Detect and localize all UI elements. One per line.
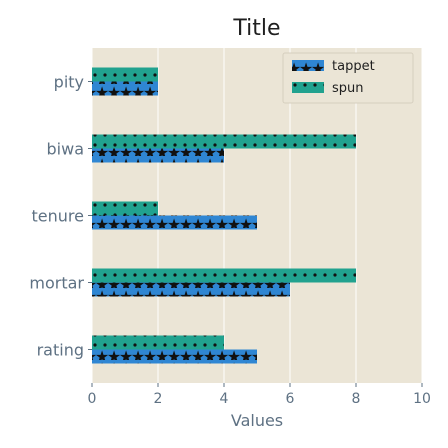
bar-spun-biwa xyxy=(92,134,356,149)
x-tick-label: 2 xyxy=(154,391,163,407)
y-tick-label-mortar: mortar xyxy=(29,274,84,293)
chart-title: Title xyxy=(232,16,280,41)
bar-spun-tenure xyxy=(92,201,158,216)
y-tick-label-rating: rating xyxy=(37,341,84,360)
y-tick-label-tenure: tenure xyxy=(32,207,84,226)
legend: tappet spun xyxy=(282,52,414,104)
x-tick-labels: 0 2 4 6 8 10 xyxy=(88,383,431,407)
legend-label-spun: spun xyxy=(332,81,364,96)
x-tick-label: 6 xyxy=(286,391,295,407)
legend-swatch-tappet xyxy=(292,60,324,71)
bar-spun-pity xyxy=(92,67,158,82)
y-tick-label-biwa: biwa xyxy=(47,140,85,159)
x-axis-title: Values xyxy=(231,411,283,430)
x-tick-label: 0 xyxy=(88,391,97,407)
bars xyxy=(92,67,356,364)
legend-swatch-spun xyxy=(292,82,324,93)
x-tick-label: 10 xyxy=(413,391,431,407)
bar-spun-rating xyxy=(92,335,224,350)
bar-tappet-mortar xyxy=(92,282,290,297)
bar-tappet-biwa xyxy=(92,148,224,163)
bar-tappet-tenure xyxy=(92,215,257,230)
bar-spun-mortar xyxy=(92,268,356,283)
x-tick-label: 8 xyxy=(352,391,361,407)
bar-tappet-rating xyxy=(92,349,257,364)
y-tick-labels: pity biwa tenure mortar rating xyxy=(29,73,92,360)
x-tick-label: 4 xyxy=(220,391,229,407)
legend-label-tappet: tappet xyxy=(332,59,375,74)
bar-tappet-pity xyxy=(92,81,158,96)
y-tick-label-pity: pity xyxy=(54,73,84,92)
